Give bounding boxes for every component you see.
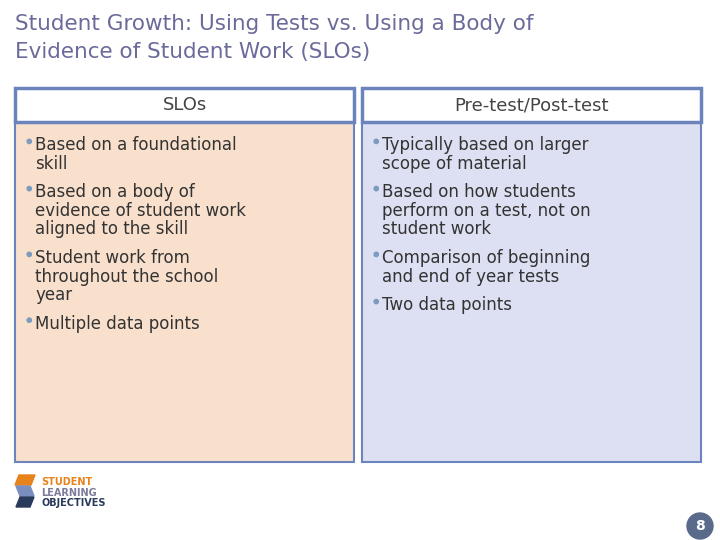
- Text: aligned to the skill: aligned to the skill: [35, 220, 189, 238]
- FancyBboxPatch shape: [15, 122, 354, 462]
- Text: scope of material: scope of material: [382, 154, 527, 173]
- Text: Pre-test/Post-test: Pre-test/Post-test: [454, 96, 608, 114]
- Text: OBJECTIVES: OBJECTIVES: [41, 498, 106, 508]
- FancyBboxPatch shape: [15, 88, 354, 122]
- Text: Typically based on larger: Typically based on larger: [382, 136, 589, 154]
- Text: Student Growth: Using Tests vs. Using a Body of: Student Growth: Using Tests vs. Using a …: [15, 14, 534, 34]
- Text: Based on a body of: Based on a body of: [35, 183, 195, 201]
- Text: Student work from: Student work from: [35, 249, 190, 267]
- FancyBboxPatch shape: [362, 88, 701, 122]
- Text: Comparison of beginning: Comparison of beginning: [382, 249, 590, 267]
- Circle shape: [374, 186, 379, 191]
- Text: year: year: [35, 286, 73, 304]
- Circle shape: [374, 300, 379, 304]
- Text: SLOs: SLOs: [163, 96, 207, 114]
- Polygon shape: [15, 475, 35, 485]
- Text: 8: 8: [695, 519, 705, 533]
- Circle shape: [27, 318, 32, 322]
- Text: student work: student work: [382, 220, 491, 238]
- Text: perform on a test, not on: perform on a test, not on: [382, 202, 591, 220]
- FancyBboxPatch shape: [362, 122, 701, 462]
- Text: skill: skill: [35, 154, 68, 173]
- Text: Multiple data points: Multiple data points: [35, 315, 200, 333]
- Circle shape: [27, 186, 32, 191]
- Text: Two data points: Two data points: [382, 296, 512, 314]
- Text: Evidence of Student Work (SLOs): Evidence of Student Work (SLOs): [15, 42, 370, 62]
- Circle shape: [27, 139, 32, 144]
- Polygon shape: [16, 486, 34, 496]
- Circle shape: [687, 513, 713, 539]
- Text: Based on a foundational: Based on a foundational: [35, 136, 237, 154]
- Text: and end of year tests: and end of year tests: [382, 268, 559, 286]
- Circle shape: [374, 252, 379, 256]
- Text: LEARNING: LEARNING: [41, 488, 96, 498]
- Text: evidence of student work: evidence of student work: [35, 202, 246, 220]
- Text: throughout the school: throughout the school: [35, 268, 218, 286]
- Circle shape: [27, 252, 32, 256]
- Text: Based on how students: Based on how students: [382, 183, 576, 201]
- Text: STUDENT: STUDENT: [41, 477, 92, 487]
- Polygon shape: [16, 497, 34, 507]
- Circle shape: [374, 139, 379, 144]
